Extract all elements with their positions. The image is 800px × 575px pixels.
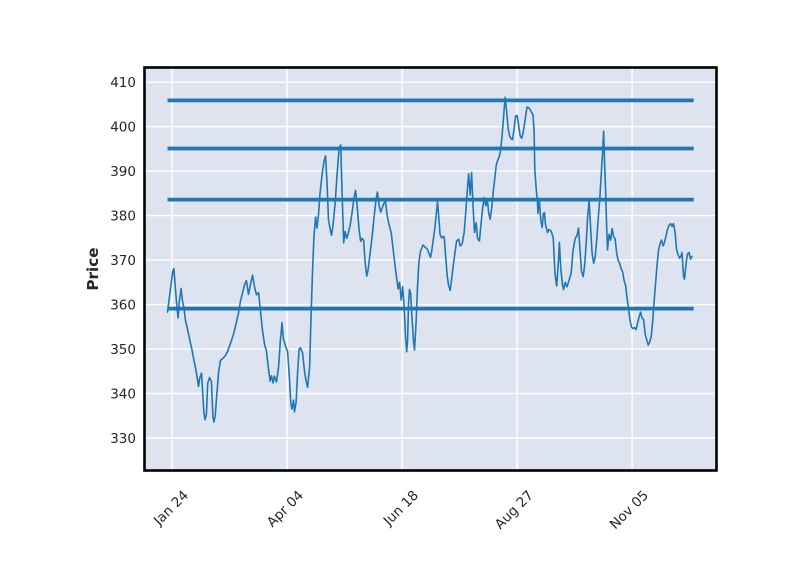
y-tick-label: 380 bbox=[110, 208, 136, 224]
x-tick-label: Apr 04 bbox=[264, 488, 307, 531]
y-tick-label: 370 bbox=[110, 253, 136, 269]
x-tick-label: Aug 27 bbox=[492, 488, 537, 533]
y-tick-label: 400 bbox=[110, 120, 136, 136]
x-tick-label: Jun 18 bbox=[380, 488, 422, 530]
y-tick-label: 410 bbox=[110, 75, 136, 91]
y-tick-label: 390 bbox=[110, 164, 136, 180]
plot-border bbox=[143, 66, 718, 472]
price-line bbox=[166, 96, 693, 423]
y-axis-label: Price bbox=[84, 247, 102, 290]
plot-background bbox=[144, 67, 717, 471]
y-tick-label: 330 bbox=[110, 431, 136, 447]
x-tick-label: Jan 24 bbox=[150, 488, 192, 530]
x-tick-label: Nov 05 bbox=[607, 488, 652, 533]
y-tick-label: 350 bbox=[110, 342, 136, 358]
y-tick-label: 340 bbox=[110, 386, 136, 402]
y-tick-label: 360 bbox=[110, 297, 136, 313]
